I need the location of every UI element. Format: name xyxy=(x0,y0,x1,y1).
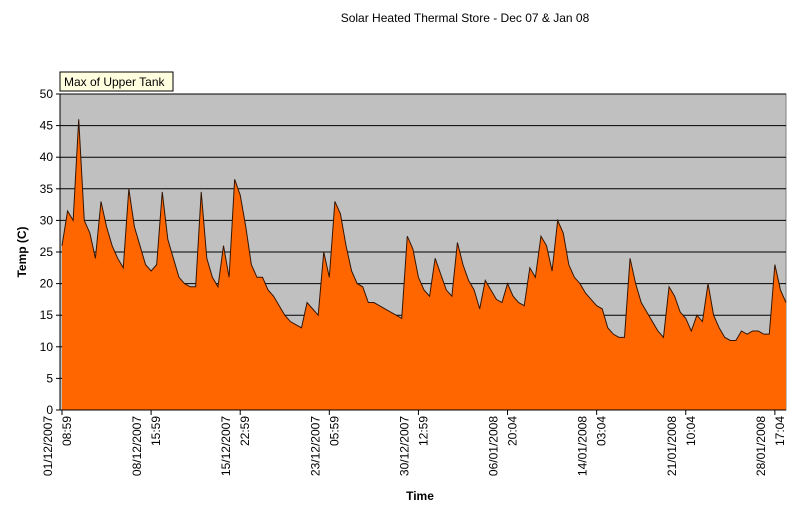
y-tick-label: 35 xyxy=(40,182,54,196)
x-tick-label: 15/12/2007 xyxy=(219,416,233,476)
x-tick-label: 05:59 xyxy=(327,416,341,446)
area xyxy=(62,119,786,410)
x-tick-label: 03:04 xyxy=(595,416,609,446)
x-tick-label: 08:59 xyxy=(60,416,74,446)
legend-box xyxy=(59,71,174,92)
x-tick-label: 28/01/2008 xyxy=(754,416,768,476)
y-tick-label: 25 xyxy=(40,245,54,259)
y-tick-label: 15 xyxy=(40,308,54,322)
x-tick-label: 20:04 xyxy=(506,416,520,446)
chart-title: Solar Heated Thermal Store - Dec 07 & Ja… xyxy=(341,11,590,25)
y-tick-label: 50 xyxy=(40,87,54,101)
x-tick-label: 30/12/2007 xyxy=(397,416,411,476)
x-tick-label: 21/01/2008 xyxy=(665,416,679,476)
x-tick-label: 15:59 xyxy=(149,416,163,446)
y-tick-label: 40 xyxy=(40,150,54,164)
y-tick-label: 30 xyxy=(40,213,54,227)
y-tick-label: 5 xyxy=(46,371,53,385)
x-tick-label: 22:59 xyxy=(238,416,252,446)
x-tick-label: 08/12/2007 xyxy=(130,416,144,476)
x-tick-label: 14/01/2008 xyxy=(576,416,590,476)
y-tick-label: 45 xyxy=(40,119,54,133)
x-tick-label: 23/12/2007 xyxy=(308,416,322,476)
legend-label: Max of Upper Tank xyxy=(64,75,165,89)
x-tick-label: 17:04 xyxy=(773,416,787,446)
x-tick-label: 06/01/2008 xyxy=(487,416,501,476)
y-tick-label: 0 xyxy=(46,403,53,417)
y-tick-label: 10 xyxy=(40,340,54,354)
y-axis-title: Temp (C) xyxy=(15,226,29,277)
x-axis-title: Time xyxy=(406,489,434,503)
x-tick-label: 01/12/2007 xyxy=(41,416,55,476)
y-tick-label: 20 xyxy=(40,277,54,291)
area-outline xyxy=(61,119,787,341)
x-tick-label: 12:59 xyxy=(416,416,430,446)
x-tick-label: 10:04 xyxy=(684,416,698,446)
